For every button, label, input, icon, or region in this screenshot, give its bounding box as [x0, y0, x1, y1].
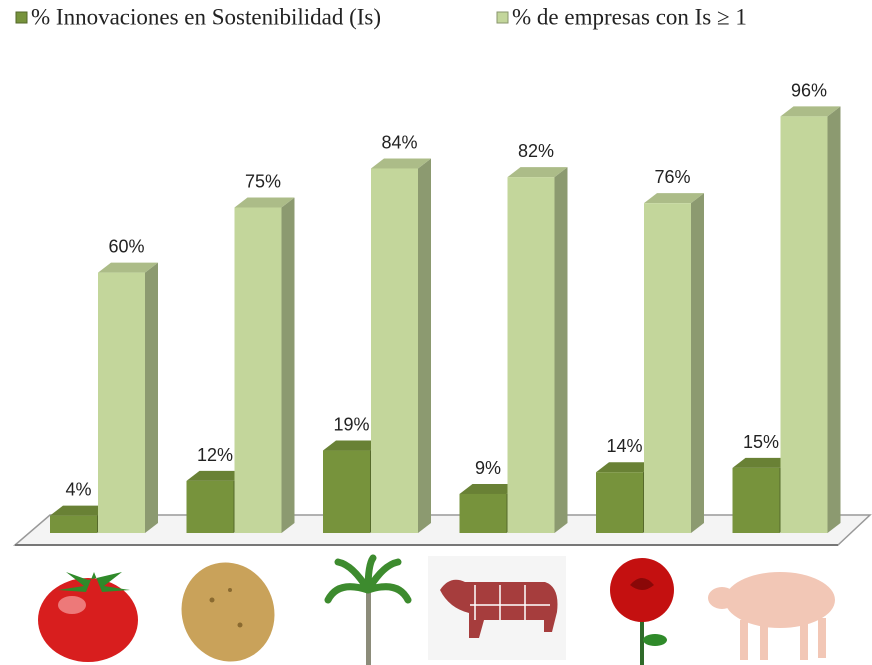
- pig-icon: [708, 572, 835, 660]
- bar: [98, 263, 158, 533]
- bar-side: [145, 263, 158, 533]
- bar: [781, 106, 841, 533]
- bar-side: [828, 106, 841, 533]
- bar-side: [555, 167, 568, 533]
- bar-side: [691, 193, 704, 533]
- legend-swatch: [16, 12, 27, 23]
- data-label: 19%: [333, 415, 369, 435]
- data-label: 60%: [108, 237, 144, 257]
- plot-area: 4% 60% 12% 75% 19% 84% 9% 82% 14% 76% 15% 96%: [50, 80, 841, 533]
- data-label: 84%: [381, 132, 417, 152]
- palm-icon: [328, 558, 408, 665]
- tomato-icon: [38, 572, 138, 662]
- bar-front: [733, 468, 780, 533]
- bar-front: [644, 203, 691, 533]
- cow-cuts-icon: [428, 556, 566, 660]
- legend-label: % de empresas con Is ≥ 1: [512, 4, 747, 29]
- data-label: 9%: [475, 458, 501, 478]
- rose-icon: [610, 558, 674, 665]
- bar: [235, 198, 295, 534]
- potato-icon: [168, 549, 289, 665]
- legend-label: % Innovaciones en Sostenibilidad (Is): [31, 4, 381, 29]
- bar-front: [50, 516, 97, 533]
- chart: % Innovaciones en Sostenibilidad (Is) % d…: [0, 0, 872, 665]
- bar: [371, 158, 431, 533]
- bar-front: [781, 116, 828, 533]
- bar-front: [371, 168, 418, 533]
- data-label: 82%: [518, 141, 554, 161]
- bar-front: [460, 494, 507, 533]
- bar-front: [98, 273, 145, 533]
- bar-front: [596, 472, 643, 533]
- data-label: 15%: [743, 432, 779, 452]
- bar-front: [323, 451, 370, 533]
- data-label: 76%: [654, 167, 690, 187]
- data-label: 4%: [65, 480, 91, 500]
- data-label: 14%: [606, 436, 642, 456]
- data-label: 12%: [197, 445, 233, 465]
- bar-side: [282, 198, 295, 534]
- bar-front: [187, 481, 234, 533]
- legend-swatch: [497, 12, 508, 23]
- data-label: 96%: [791, 80, 827, 100]
- bar-front: [508, 177, 555, 533]
- bar-side: [418, 158, 431, 533]
- data-label: 75%: [245, 172, 281, 192]
- bar: [644, 193, 704, 533]
- bar: [508, 167, 568, 533]
- bar-front: [235, 208, 282, 534]
- legend: % Innovaciones en Sostenibilidad (Is) % d…: [16, 4, 747, 29]
